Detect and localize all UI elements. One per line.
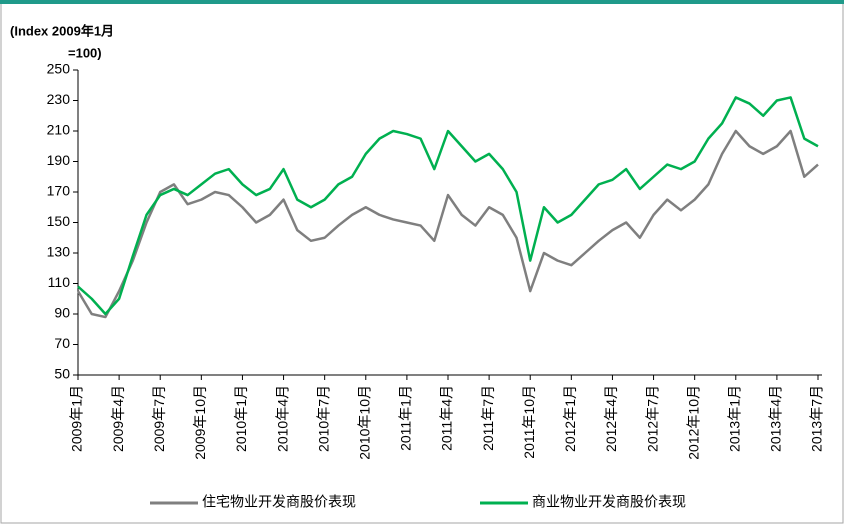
y-axis-label: =100)	[68, 45, 102, 60]
x-tick-label: 2010年4月	[274, 385, 290, 452]
y-tick-label: 170	[47, 183, 71, 199]
y-tick-label: 50	[54, 366, 70, 382]
y-tick-label: 70	[54, 335, 70, 351]
y-axis-label: (Index 2009年1月	[10, 23, 114, 38]
x-tick-label: 2010年7月	[315, 385, 331, 452]
x-tick-label: 2009年7月	[151, 385, 167, 452]
x-tick-label: 2012年10月	[685, 385, 701, 460]
y-tick-label: 130	[47, 244, 71, 260]
x-tick-label: 2009年10月	[192, 385, 208, 460]
y-tick-label: 230	[47, 91, 71, 107]
x-tick-label: 2011年1月	[398, 385, 414, 451]
legend-label: 住宅物业开发商股价表现	[202, 494, 356, 510]
legend-label: 商业物业开发商股价表现	[532, 494, 686, 510]
x-tick-label: 2011年4月	[439, 385, 455, 451]
y-tick-label: 210	[47, 122, 71, 138]
x-tick-label: 2009年1月	[69, 385, 85, 452]
y-tick-label: 190	[47, 152, 71, 168]
x-tick-label: 2010年1月	[233, 385, 249, 452]
x-tick-label: 2011年7月	[480, 385, 496, 451]
y-tick-label: 150	[47, 213, 71, 229]
y-tick-label: 90	[54, 305, 70, 321]
top-rule	[0, 0, 844, 4]
y-tick-label: 110	[48, 274, 71, 290]
x-tick-label: 2013年1月	[726, 385, 742, 452]
series-line	[76, 129, 819, 319]
x-tick-label: 2012年4月	[603, 385, 619, 452]
series-line	[77, 96, 819, 316]
x-tick-label: 2013年4月	[768, 385, 784, 452]
x-tick-label: 2013年7月	[809, 385, 825, 452]
x-tick-label: 2011年10月	[521, 385, 537, 459]
x-tick-label: 2010年10月	[356, 385, 372, 460]
x-tick-label: 2012年1月	[562, 385, 578, 452]
x-tick-label: 2009年4月	[110, 385, 126, 452]
x-tick-label: 2012年7月	[644, 385, 660, 452]
y-tick-label: 250	[47, 61, 71, 77]
